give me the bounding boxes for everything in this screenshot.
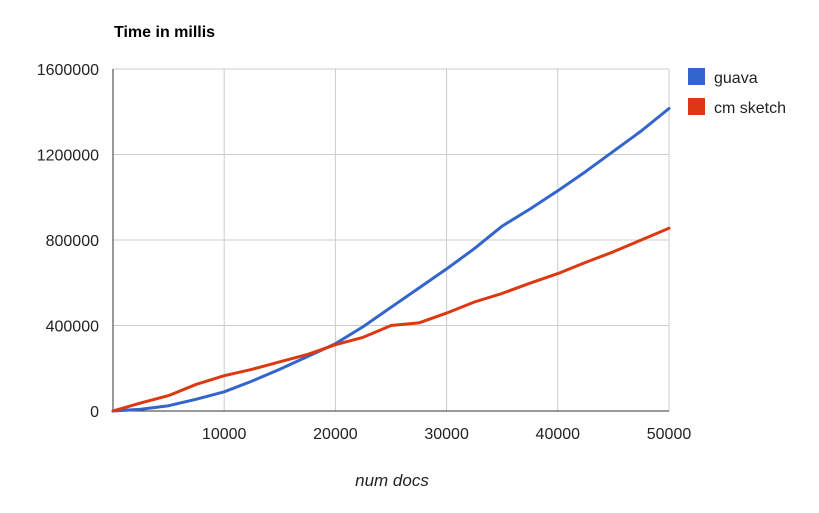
legend-label: guava: [714, 70, 758, 87]
x-tick-label: 20000: [313, 426, 358, 443]
y-tick-label: 800000: [46, 233, 99, 250]
axes: 0 400000 800000 1200000 1600000 10000 20000 300…: [37, 62, 692, 443]
series-lines: [111, 107, 671, 413]
series-line-guava: [111, 107, 671, 413]
x-tick-label: 30000: [424, 426, 469, 443]
legend: guava cm sketch: [688, 68, 786, 117]
y-tick-label: 0: [90, 404, 99, 421]
x-tick-label: 10000: [202, 426, 247, 443]
series-line-cm-sketch: [111, 226, 671, 413]
x-tick-label: 40000: [536, 426, 581, 443]
y-tick-label: 400000: [46, 319, 99, 336]
legend-swatch: [688, 68, 705, 85]
legend-swatch: [688, 98, 705, 115]
x-axis-label: num docs: [355, 471, 429, 490]
x-tick-label: 50000: [647, 426, 692, 443]
legend-label: cm sketch: [714, 100, 786, 117]
chart-title: Time in millis: [114, 24, 215, 41]
y-tick-label: 1600000: [37, 62, 99, 79]
grid: [113, 68, 670, 411]
y-tick-label: 1200000: [37, 148, 99, 165]
